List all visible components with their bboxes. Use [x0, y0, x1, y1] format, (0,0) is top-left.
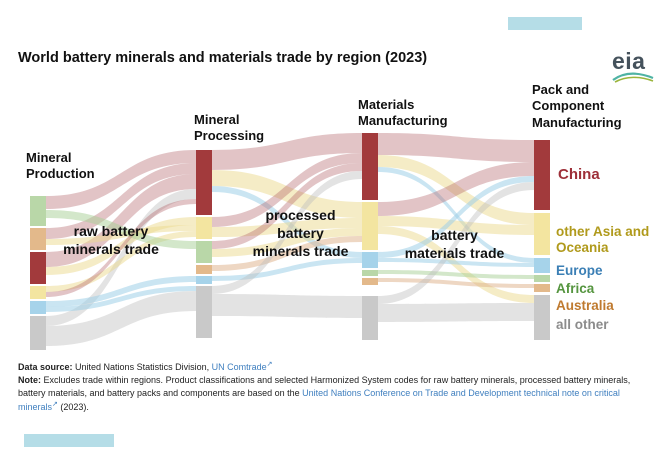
- data-source-line: Data source: United Nations Statistics D…: [18, 360, 648, 374]
- chart-title: World battery minerals and materials tra…: [18, 50, 428, 66]
- data-source-text: United Nations Statistics Division,: [72, 362, 212, 372]
- sankey-link-mm-australia-to-pc-australia: [378, 278, 534, 288]
- unctad-note-link[interactable]: United Nations Conference on Trade and D…: [18, 388, 620, 413]
- sankey-node-mp-asia: [30, 286, 46, 299]
- legend-australia: Australia: [556, 298, 614, 313]
- external-link-icon: ↗: [266, 361, 273, 368]
- sankey-node-mp-other: [30, 316, 46, 350]
- stage-label-mineral-production: Mineral Production: [26, 150, 95, 182]
- sankey-node-pc-other: [534, 295, 550, 340]
- stage-label-pack-component-manufacturing: Pack and Component Manufacturing: [532, 82, 622, 130]
- sankey-node-pc-africa: [534, 275, 550, 282]
- sankey-node-mm-africa: [362, 270, 378, 276]
- sankey-link-mm-africa-to-pc-africa: [378, 270, 534, 279]
- decorative-accent-bar-bottom: [24, 434, 114, 447]
- sankey-node-pc-asia: [534, 213, 550, 255]
- sankey-node-pr-africa: [196, 241, 212, 263]
- flow-label-processed-battery-minerals-trade: processed battery minerals trade: [252, 207, 349, 260]
- legend-europe: Europe: [556, 263, 603, 278]
- sankey-node-mp-australia: [30, 228, 46, 250]
- eia-logo-text: eia: [612, 48, 646, 74]
- sankey-node-pr-other: [196, 286, 212, 338]
- sankey-link-mm-china-to-pc-asia: [378, 155, 534, 225]
- sankey-link-mm-asia-to-pc-china: [378, 162, 534, 216]
- external-link-icon: ↗: [52, 401, 58, 409]
- legend-china: China: [558, 166, 600, 183]
- sankey-node-pc-europe: [534, 258, 550, 273]
- note-label: Note:: [18, 375, 41, 386]
- sankey-link-mm-china-to-pc-china: [378, 133, 534, 162]
- sankey-node-mp-africa: [30, 196, 46, 226]
- sankey-link-pr-other-to-mm-other: [212, 294, 362, 318]
- sankey-node-mm-other: [362, 296, 378, 340]
- note-text-1: Excludes trade within regions. Product c…: [18, 375, 631, 399]
- stage-label-materials-manufacturing: Materials Manufacturing: [358, 97, 448, 129]
- decorative-accent-bar-top: [508, 17, 582, 30]
- sankey-node-pc-china: [534, 140, 550, 210]
- sankey-node-mm-china: [362, 133, 378, 200]
- footer-notes: Data source: United Nations Statistics D…: [18, 360, 648, 414]
- sankey-node-pr-china: [196, 150, 212, 215]
- un-comtrade-link[interactable]: UN Comtrade: [211, 362, 267, 372]
- sankey-link-mp-other-to-pr-other: [46, 291, 196, 346]
- sankey-node-pr-europe: [196, 276, 212, 284]
- flow-label-raw-battery-minerals-trade: raw battery minerals trade: [63, 223, 159, 258]
- sankey-link-mm-other-to-pc-other: [378, 303, 534, 322]
- flow-label-battery-materials-trade: battery materials trade: [404, 227, 505, 262]
- sankey-node-mm-australia: [362, 278, 378, 285]
- legend-all-other: all other: [556, 317, 609, 332]
- eia-logo-swoosh-icon: [612, 72, 654, 83]
- sankey-link-mp-europe-to-pr-europe: [46, 276, 196, 307]
- sankey-link-mp-europe-to-pr-other: [46, 286, 196, 312]
- stage-label-mineral-processing: Mineral Processing: [194, 112, 265, 144]
- sankey-node-mp-china: [30, 252, 46, 284]
- legend-africa: Africa: [556, 281, 595, 296]
- sankey-node-pr-asia: [196, 217, 212, 239]
- sankey-link-pr-europe-to-mm-europe: [212, 258, 362, 281]
- legend-other-asia-oceania: other Asia and Oceania: [556, 224, 650, 256]
- sankey-node-mp-europe: [30, 301, 46, 314]
- sankey-node-pr-australia: [196, 265, 212, 274]
- eia-logo: eia: [612, 50, 656, 83]
- data-source-label: Data source:: [18, 362, 73, 372]
- sankey-node-mm-asia: [362, 202, 378, 250]
- sankey-node-pc-australia: [534, 284, 550, 292]
- note-line: Note: Excludes trade within regions. Pro…: [18, 374, 648, 414]
- sankey-node-mm-europe: [362, 252, 378, 268]
- note-text-2: (2023).: [57, 402, 89, 413]
